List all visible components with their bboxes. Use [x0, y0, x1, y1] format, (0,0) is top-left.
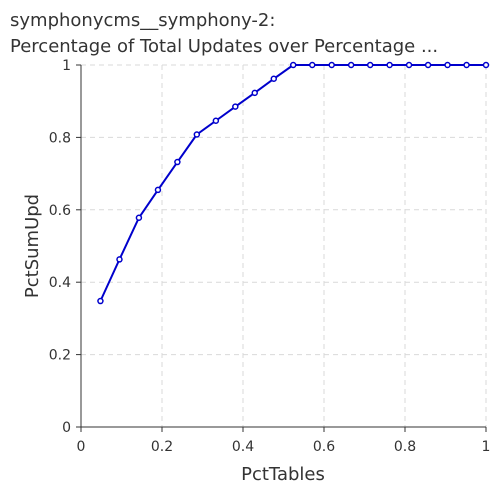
data-point: [482, 61, 490, 69]
data-point: [309, 61, 316, 69]
data-point: [251, 89, 258, 97]
x-tick-label: 0.4: [232, 439, 254, 455]
data-point: [270, 75, 278, 83]
y-tick-label: 0.6: [49, 203, 71, 219]
x-axis-title: PctTables: [241, 464, 325, 485]
data-point: [154, 186, 162, 194]
chart-title-line-1: symphonycms__symphony-2:: [10, 10, 276, 31]
x-tick-label: 0.8: [394, 439, 416, 455]
y-tick-label: 0: [62, 420, 71, 436]
x-tick-label: 0.2: [151, 439, 173, 455]
axes: [76, 64, 487, 432]
x-tick-label: 1: [482, 439, 491, 455]
chart-title-line-2: Percentage of Total Updates over Percent…: [10, 36, 439, 57]
y-axis-title: PctSumUpd: [22, 194, 43, 298]
tick-labels: 0 0.2 0.4 0.6 0.8 1 0 0.2 0.4 0.6 0.8 1: [49, 58, 491, 455]
data-point: [386, 61, 393, 69]
data-point: [97, 297, 104, 305]
data-point: [116, 256, 123, 263]
x-tick-label: 0.6: [313, 439, 335, 455]
data-point: [444, 61, 451, 69]
y-tick-label: 0.2: [49, 348, 71, 364]
y-tick-label: 0.8: [49, 130, 71, 146]
data-point: [232, 103, 239, 110]
series: [97, 61, 490, 305]
data-point: [328, 61, 335, 69]
x-tick-label: 0: [77, 439, 86, 455]
data-point: [366, 61, 374, 69]
data-point: [135, 214, 143, 222]
data-point: [174, 158, 181, 166]
data-point: [193, 131, 201, 138]
chart-title: symphonycms__symphony-2: Percentage of T…: [10, 8, 498, 60]
series-line: [99, 64, 486, 302]
data-point: [463, 61, 470, 69]
data-point: [405, 61, 413, 69]
y-tick-label: 1: [62, 58, 71, 74]
data-point: [347, 61, 355, 69]
grid: [80, 64, 487, 428]
data-point: [289, 61, 297, 69]
data-point: [424, 61, 432, 69]
data-point: [212, 117, 220, 124]
y-tick-label: 0.4: [49, 275, 71, 291]
